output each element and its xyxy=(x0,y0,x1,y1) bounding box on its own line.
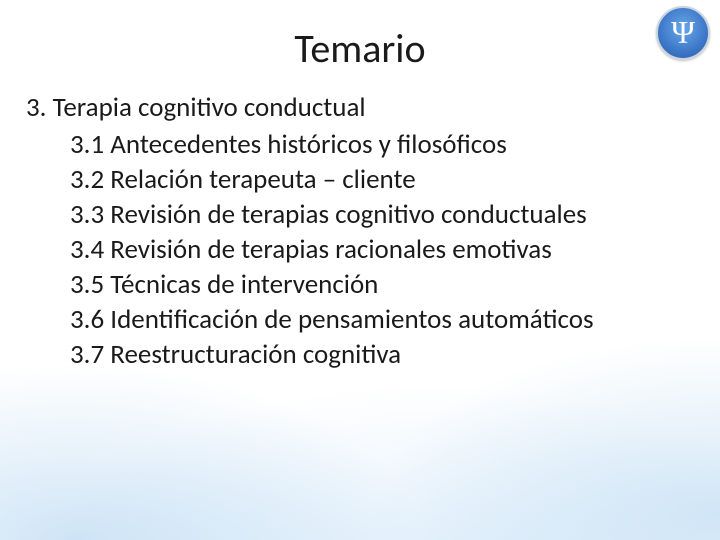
list-item: 3.5 Técnicas de intervención xyxy=(70,267,694,302)
section-heading: 3. Terapia cognitivo conductual xyxy=(26,91,694,125)
subitems: 3.1 Antecedentes históricos y filosófico… xyxy=(26,127,694,373)
list-item: 3.4 Revisión de terapias racionales emot… xyxy=(70,232,694,267)
list-item: 3.1 Antecedentes históricos y filosófico… xyxy=(70,127,694,162)
psychology-logo: Ψ xyxy=(656,6,710,60)
slide-title: Temario xyxy=(0,0,720,91)
psi-icon: Ψ xyxy=(671,16,695,48)
outline-section: 3. Terapia cognitivo conductual 3.1 Ante… xyxy=(0,91,720,372)
list-item: 3.3 Revisión de terapias cognitivo condu… xyxy=(70,197,694,232)
list-item: 3.7 Reestructuración cognitiva xyxy=(70,337,694,372)
list-item: 3.6 Identificación de pensamientos autom… xyxy=(70,302,694,337)
list-item: 3.2 Relación terapeuta – cliente xyxy=(70,162,694,197)
slide-content: Temario 3. Terapia cognitivo conductual … xyxy=(0,0,720,372)
logo-circle: Ψ xyxy=(656,6,710,60)
